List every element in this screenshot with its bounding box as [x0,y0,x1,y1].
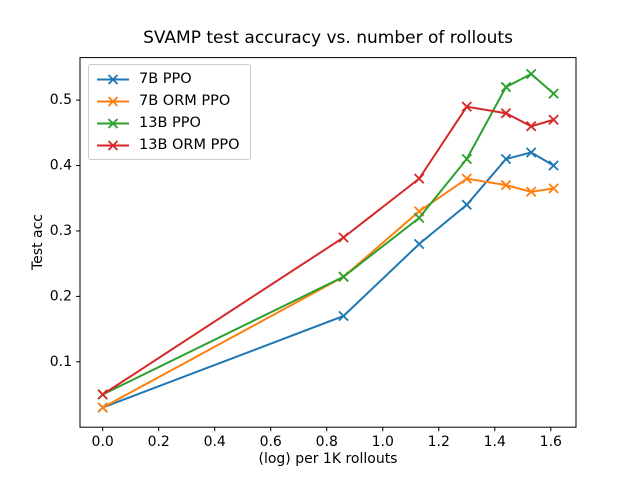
x-tick-label: 0.6 [260,434,282,450]
legend-label: 7B PPO [139,71,192,87]
series-line-7b-ppo [102,151,555,409]
legend-line-marker-swatch [97,95,129,107]
series-markers-7b-orm-ppo [97,173,559,413]
y-tick-label: 0.2 [50,288,72,304]
x-tick-label: 1.0 [372,434,394,450]
y-axis-label: Test acc [30,214,46,270]
x-tick-label: 1.4 [484,434,506,450]
legend-item-13b-ppo: 13B PPO [96,112,240,134]
x-tick-label: 0.2 [148,434,170,450]
legend-line-marker-swatch [97,73,129,85]
legend: 7B PPO 7B ORM PPO 13B PPO 13B ORM PPO [88,64,251,160]
legend-item-7b-orm-ppo: 7B ORM PPO [96,90,240,112]
x-tick-label: 0.4 [204,434,226,450]
axes-frame [79,57,577,428]
y-tick-label: 0.1 [50,354,72,370]
series-markers-13b-orm-ppo [97,101,559,400]
x-tick-label: 0.0 [92,434,114,450]
legend-line-marker-swatch [97,139,129,151]
legend-label: 13B PPO [139,115,201,131]
legend-label: 7B ORM PPO [139,93,231,109]
chart-title: SVAMP test accuracy vs. number of rollou… [143,28,513,48]
x-axis-label: (log) per 1K rollouts [258,451,398,467]
x-tick-label: 1.6 [540,434,562,450]
x-tick-label: 1.2 [428,434,450,450]
legend-item-13b-orm-ppo: 13B ORM PPO [96,134,240,156]
y-tick-label: 0.5 [50,92,72,108]
legend-line-marker-swatch [97,117,129,129]
legend-item-7b-ppo: 7B PPO [96,68,240,90]
y-tick-label: 0.3 [50,223,72,239]
x-tick-label: 0.8 [316,434,338,450]
series-line-7b-orm-ppo [102,177,554,409]
legend-label: 13B ORM PPO [139,137,240,153]
y-tick-label: 0.4 [50,158,72,174]
